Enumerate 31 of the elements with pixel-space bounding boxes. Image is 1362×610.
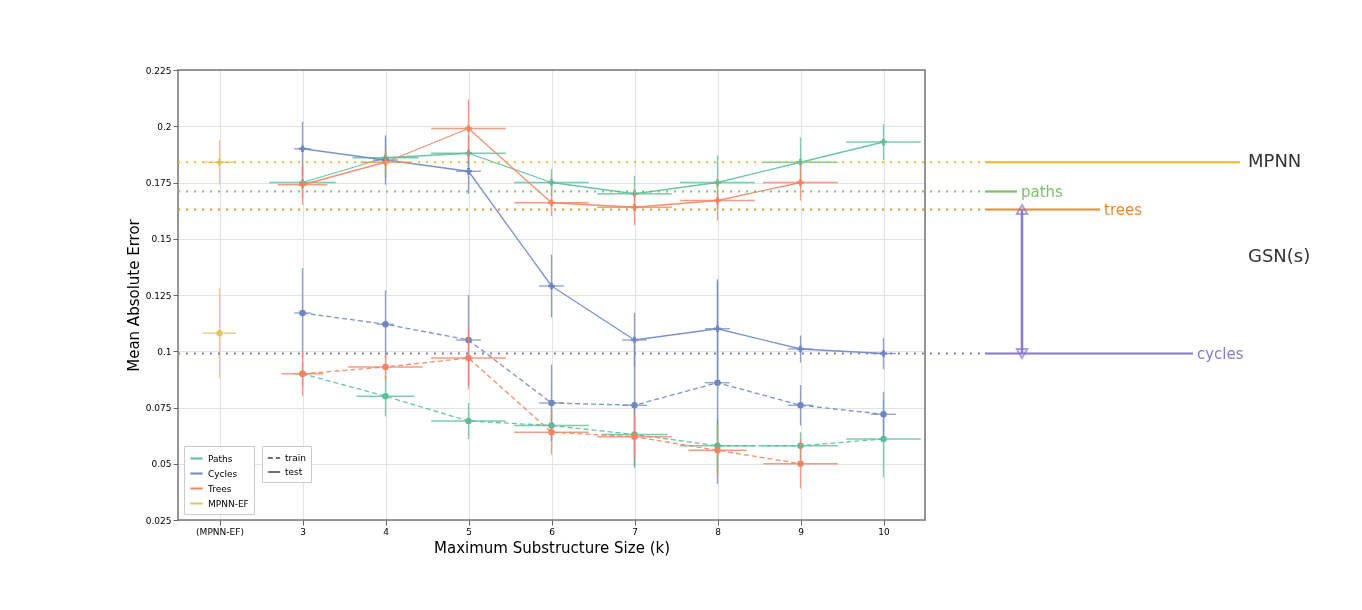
ref-line-label: MPNN — [1248, 150, 1302, 172]
y-axis-title: Mean Absolute Error — [124, 218, 143, 372]
x-tick-label: 8 — [715, 526, 722, 537]
legend-label: Paths — [208, 453, 233, 464]
legend-label: Cycles — [208, 468, 238, 479]
x-tick-label: (MPNN-EF) — [196, 526, 244, 537]
y-tick-label: 0.225 — [145, 65, 172, 76]
y-tick-label: 0.2 — [157, 121, 172, 132]
y-tick-label: 0.025 — [145, 515, 172, 526]
annotation: train — [285, 453, 306, 463]
annotation: test — [285, 467, 303, 477]
y-tick-label: 0.05 — [151, 459, 172, 470]
y-tick-label: 0.175 — [145, 178, 172, 188]
ref-line-label: trees — [1104, 200, 1143, 219]
ref-line-label: cycles — [1197, 344, 1244, 363]
y-tick-label: 0.1 — [157, 346, 172, 357]
text: GSN(s) — [1248, 245, 1311, 266]
x-tick-label: 7 — [632, 526, 638, 537]
x-tick-label: 3 — [300, 526, 306, 537]
x-tick-label: 6 — [549, 526, 556, 537]
y-tick-label: 0.15 — [151, 234, 172, 245]
legend-label: Trees — [207, 483, 232, 494]
y-tick-label: 0.125 — [145, 290, 172, 301]
x-tick-label: 10 — [878, 526, 890, 537]
y-tick-label: 0.075 — [145, 403, 172, 413]
ref-line-label: paths — [1021, 182, 1064, 201]
x-tick-label: 4 — [383, 526, 390, 537]
x-tick-label: 9 — [798, 526, 805, 537]
legend-label: MPNN-EF — [208, 498, 249, 509]
x-axis-title: Maximum Substructure Size (k) — [433, 538, 671, 557]
x-tick-label: 5 — [466, 526, 472, 537]
